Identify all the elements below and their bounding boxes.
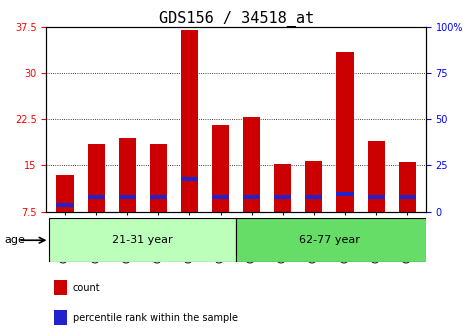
Bar [88, 144, 105, 212]
Bar [243, 118, 260, 212]
Bar [337, 51, 354, 212]
Bar [236, 218, 438, 262]
Bar [337, 192, 354, 196]
Bar [306, 161, 323, 212]
Bar [56, 175, 74, 212]
Bar [119, 195, 136, 199]
Bar [306, 195, 323, 199]
Bar [399, 162, 416, 212]
Title: GDS156 / 34518_at: GDS156 / 34518_at [158, 11, 314, 27]
Text: age: age [5, 235, 25, 245]
Bar [56, 203, 74, 207]
Bar [88, 195, 105, 199]
Bar [54, 280, 67, 295]
Bar [54, 310, 67, 325]
Text: 21-31 year: 21-31 year [113, 235, 173, 245]
Bar [212, 195, 229, 199]
Bar [150, 144, 167, 212]
Bar [119, 138, 136, 212]
Text: 62-77 year: 62-77 year [299, 235, 360, 245]
Bar [368, 141, 385, 212]
Bar [150, 195, 167, 199]
Bar [368, 195, 385, 199]
Bar [274, 195, 291, 199]
Bar [399, 195, 416, 199]
Bar [181, 30, 198, 212]
Text: percentile rank within the sample: percentile rank within the sample [73, 313, 238, 323]
Bar [181, 177, 198, 181]
Text: count: count [73, 283, 100, 293]
Bar [274, 164, 291, 212]
Bar [243, 195, 260, 199]
Bar [50, 218, 236, 262]
Bar [212, 125, 229, 212]
